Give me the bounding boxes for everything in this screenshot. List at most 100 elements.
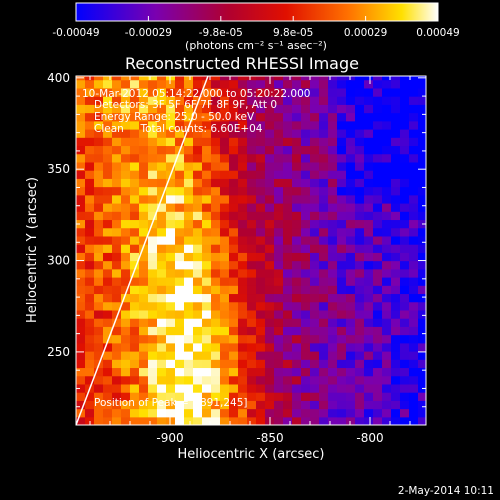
heatmap-cell (382, 383, 392, 393)
heatmap-cell (364, 276, 374, 286)
heatmap-cell (139, 120, 149, 130)
heatmap-cell (400, 301, 410, 311)
heatmap-cell (211, 170, 221, 179)
heatmap-cell (328, 186, 338, 196)
colorbar-tick-label: 9.8e-05 (273, 27, 313, 39)
heatmap-cell (256, 170, 266, 179)
heatmap-cell (220, 285, 230, 295)
heatmap-cell (391, 227, 401, 237)
heatmap-cell (355, 235, 365, 245)
heatmap-cell (292, 408, 302, 418)
heatmap-cell (283, 178, 293, 188)
heatmap-cell (76, 63, 86, 72)
heatmap-cell (220, 202, 230, 212)
heatmap-cell (337, 194, 347, 204)
heatmap-cell (274, 104, 284, 114)
heatmap-cell (364, 350, 374, 360)
heatmap-cell (292, 79, 302, 89)
heatmap-cell (274, 359, 284, 369)
heatmap-cell (346, 120, 356, 130)
heatmap-cell (265, 285, 275, 295)
heatmap-cell (184, 211, 194, 221)
heatmap-cell (184, 87, 194, 97)
heatmap-cell (157, 186, 167, 196)
heatmap-cell (274, 202, 284, 212)
heatmap-cell (292, 87, 302, 97)
heatmap-cell (184, 293, 194, 303)
heatmap-cell (382, 326, 392, 336)
heatmap-cell (346, 87, 356, 97)
heatmap-cell (157, 326, 167, 336)
heatmap-cell (76, 276, 86, 286)
heatmap-cell (391, 318, 401, 327)
heatmap-cell (328, 293, 338, 303)
heatmap-cell (238, 416, 248, 425)
heatmap-cell (157, 392, 167, 401)
heatmap-cell (220, 350, 230, 360)
heatmap-cell (103, 252, 113, 262)
heatmap-cell (373, 170, 383, 179)
heatmap-cell (319, 161, 329, 171)
heatmap-cell (112, 260, 122, 270)
heatmap-cell (337, 375, 347, 385)
heatmap-cell (121, 178, 131, 188)
heatmap-cell (166, 161, 176, 171)
heatmap-cell (256, 260, 266, 270)
heatmap-cell (301, 96, 311, 105)
heatmap-cell (265, 128, 275, 138)
heatmap-cell (148, 293, 158, 303)
heatmap-cell (247, 252, 257, 262)
heatmap-cell (238, 342, 248, 352)
heatmap-cell (157, 252, 167, 262)
heatmap-cell (112, 76, 122, 81)
heatmap-cell (355, 276, 365, 286)
heatmap-cell (229, 260, 239, 270)
heatmap-cell (274, 367, 284, 377)
heatmap-cell (301, 178, 311, 188)
heatmap-cell (319, 350, 329, 360)
heatmap-cell (274, 416, 284, 425)
heatmap-cell (382, 79, 392, 89)
heatmap-cell (238, 87, 248, 97)
heatmap-cell (355, 202, 365, 212)
heatmap-cell (283, 285, 293, 295)
heatmap-cell (139, 235, 149, 245)
heatmap-cell (382, 227, 392, 237)
heatmap-cell (94, 170, 104, 179)
heatmap-cell (229, 227, 239, 237)
heatmap-cell (364, 367, 374, 377)
heatmap-cell (310, 178, 320, 188)
heatmap-cell (202, 79, 212, 89)
heatmap-cell (94, 186, 104, 196)
heatmap-cell (373, 76, 383, 81)
heatmap-cell (364, 153, 374, 163)
heatmap-cell (148, 408, 158, 418)
heatmap-cell (373, 375, 383, 385)
heatmap-cell (364, 219, 374, 229)
heatmap-cell (256, 268, 266, 278)
heatmap-cell (175, 161, 185, 171)
heatmap-cell (220, 104, 230, 114)
heatmap-cell (202, 383, 212, 393)
heatmap-cell (391, 367, 401, 377)
heatmap-cell (391, 76, 401, 81)
heatmap-cell (382, 128, 392, 138)
heatmap-cell (157, 170, 167, 179)
heatmap-cell (211, 194, 221, 204)
heatmap-cell (274, 153, 284, 163)
heatmap-cell (301, 350, 311, 360)
heatmap-cell (373, 293, 383, 303)
heatmap-cell (310, 285, 320, 295)
heatmap-cell (157, 309, 167, 319)
heatmap-cell (103, 375, 113, 385)
heatmap-cell (364, 63, 374, 72)
heatmap-cell (274, 309, 284, 319)
heatmap-cell (328, 96, 338, 105)
heatmap-cell (130, 318, 140, 327)
heatmap-cell (409, 285, 419, 295)
heatmap-cell (400, 161, 410, 171)
x-axis-label: Heliocentric X (arcsec) (178, 447, 325, 462)
heatmap-cell (211, 260, 221, 270)
heatmap-cell (292, 342, 302, 352)
x-tick-label: -800 (356, 431, 383, 445)
